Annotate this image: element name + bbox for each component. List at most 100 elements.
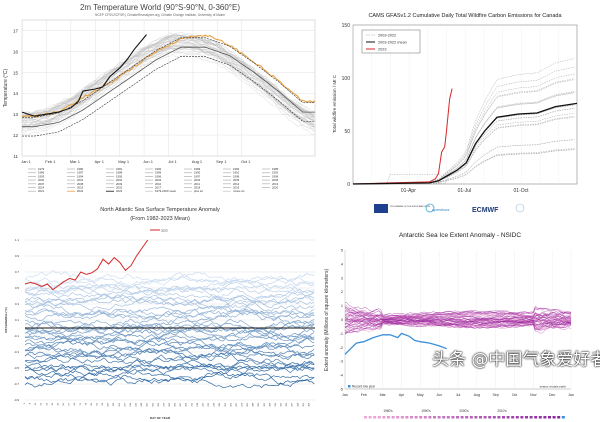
chart1-legend-label: 1985 (272, 167, 279, 171)
chart3-xtick: 267 (236, 402, 238, 406)
chart3-xtick: 155 (147, 402, 149, 406)
chart1-legend-label: 1987 (77, 171, 84, 175)
chart2-legend-label: 2023 (378, 48, 386, 52)
chart4-year-color-key (377, 416, 381, 419)
chart3-xtick: 99 (102, 402, 104, 405)
chart1-legend-label: 1989 (155, 171, 162, 175)
chart1-xtick: Apr 1 (94, 159, 104, 164)
chart4-year-color-key (364, 416, 367, 419)
chart1-legend-label: 2009 (116, 182, 123, 186)
chart1-legend-label: 2003 (155, 178, 162, 182)
chart3-xtick: 295 (258, 402, 260, 406)
chart4-year-color-key (506, 416, 510, 419)
chart3-xtick: 274 (242, 402, 244, 406)
chart4-year-color-key (557, 416, 561, 419)
chart1-legend-label: 2002 (116, 178, 123, 182)
chart4-year-color-key (437, 416, 441, 419)
chart4-xtick: May (417, 393, 424, 397)
chart2-title: CAMS GFASv1.2 Cumulative Daily Total Wil… (368, 13, 562, 19)
chart4-year-line (344, 314, 572, 321)
chart1-ytick: 14 (13, 91, 19, 96)
chart1-xtick: Feb 1 (45, 159, 56, 164)
chart3-ytick: -0.1 (14, 334, 20, 338)
chart4-xtick: Jan (568, 393, 574, 397)
chart1-ensemble-line (21, 36, 315, 118)
chart4-year-color-key (387, 416, 390, 419)
chart3-year-line (24, 347, 315, 361)
chart4-ytick: -1 (340, 332, 343, 336)
chart1-ylabel: Temperature (°C) (3, 68, 9, 107)
chart3-ytick: -0.5 (14, 366, 20, 370)
chart4-decade-label: 1980's (383, 409, 393, 413)
chart1-legend-label: 2016 (116, 186, 123, 190)
chart3-ytick: -0.3 (14, 350, 20, 354)
chart4-year-color-key (451, 416, 455, 419)
chart1-subtitle: NCEP CFSV2/CFSR | ClimateReanalyzer.org,… (95, 13, 225, 17)
chart1-legend-label: 2012 (233, 182, 240, 186)
chart1-legend-label: 2020 (272, 186, 279, 190)
chart3-ytick: -0.9 (14, 398, 20, 402)
eu-programme-label: PROGRAMME OF THE EUROPEAN UNION (390, 205, 431, 208)
chart3-xtick: 344 (297, 402, 299, 406)
chart1-legend-label: 1983 (194, 167, 201, 171)
chart4-year-color-key (423, 416, 427, 419)
chart4-year-color-key (400, 416, 404, 419)
chart3-year-line (24, 318, 315, 331)
chart4-year-color-key (410, 416, 413, 419)
chart3-year-line (24, 343, 315, 359)
chart4-year-color-key (442, 416, 446, 419)
chart3-xtick: 281 (247, 402, 249, 406)
chart4-year-color-key (428, 416, 432, 419)
chart4-ytick: 3 (341, 276, 343, 280)
chart3-ytick: 0.1 (15, 318, 20, 322)
chart1-legend-label: 2011 (194, 182, 200, 186)
chart4-year-color-key (433, 416, 436, 419)
chart3-xtick: 316 (275, 402, 277, 406)
chart3-year-line (24, 283, 315, 299)
chart1-legend-label: 2022 (77, 189, 84, 193)
chart4-year-color-key (488, 416, 492, 419)
chart4-ytick: 1 (341, 304, 343, 308)
chart3-xtick: 43 (57, 402, 59, 405)
chart3-xtick: 29 (46, 402, 48, 405)
chart4-year-color-key (561, 416, 565, 419)
chart3-xtick: 232 (208, 402, 210, 406)
chart1-ensemble-line (21, 51, 315, 132)
chart1-legend-label: 1993 (38, 174, 45, 178)
chart4-ytick: 5 (341, 249, 343, 253)
chart4-year-color-key (548, 416, 551, 419)
chart4-year-color-key (492, 416, 496, 419)
chart1-legend-label: plus 2σ (194, 189, 203, 193)
chart1-ytick: 15 (13, 70, 19, 75)
chart3-year-line (24, 310, 315, 321)
chart3-legend-label: 2023 (161, 229, 168, 233)
chart1-ensemble-line (21, 46, 315, 129)
chart4-ytick: 2 (341, 290, 343, 294)
chart3-xtick: 190 (175, 402, 177, 406)
chart1-legend-label: 2005 (233, 178, 240, 182)
chart4-year-color-key (502, 416, 505, 419)
chart4-decade-label: 2010's (497, 409, 507, 413)
chart3-xtick: 92 (97, 402, 99, 405)
chart1-ensemble-line (21, 32, 315, 114)
chart4-ytick: 4 (341, 262, 343, 266)
chart4-year-line (344, 318, 572, 326)
chart4-year-color-key (515, 416, 519, 419)
chart2-year-line (353, 116, 575, 184)
chart4-year-color-key (382, 416, 386, 419)
chart1-xtick: Jun 1 (143, 159, 154, 164)
chart3-xtick: 351 (303, 402, 305, 406)
chart1-xtick: Oct 1 (241, 159, 251, 164)
chart3-xtick: 8 (30, 402, 32, 404)
chart4-year-color-key (391, 416, 395, 419)
chart3-year-line (24, 363, 315, 378)
chart3-year-line (24, 326, 315, 339)
chart1-ytick: 13 (13, 112, 19, 117)
chart4-year-color-key (534, 416, 538, 419)
chart4-credit: seaice.visuals.earth (540, 385, 567, 389)
chart3-year-line (24, 362, 315, 376)
chart2-year-line (353, 116, 575, 184)
chart2-ytick: 150 (342, 23, 351, 29)
chart4-ylabel: Extent anomaly (Millions of square kilom… (324, 269, 330, 372)
chart1-legend-label: 2006 (272, 178, 279, 182)
